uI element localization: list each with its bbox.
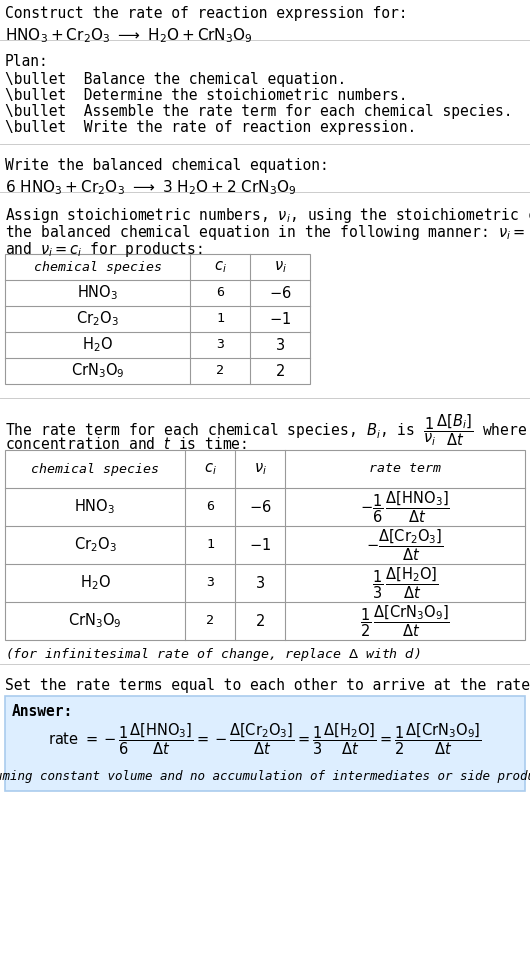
Text: $\nu_i$: $\nu_i$ [253,462,267,477]
Text: Set the rate terms equal to each other to arrive at the rate expression:: Set the rate terms equal to each other t… [5,678,530,693]
Text: 6: 6 [206,501,214,514]
Text: (for infinitesimal rate of change, replace $\Delta$ with $d$): (for infinitesimal rate of change, repla… [5,646,421,663]
Text: $-\dfrac{\Delta[\mathrm{Cr_2O_3}]}{\Delta t}$: $-\dfrac{\Delta[\mathrm{Cr_2O_3}]}{\Delt… [366,527,444,563]
Text: \bullet  Balance the chemical equation.: \bullet Balance the chemical equation. [5,72,346,87]
Text: \bullet  Determine the stoichiometric numbers.: \bullet Determine the stoichiometric num… [5,88,408,103]
Text: $c_i$: $c_i$ [204,462,216,477]
Text: $\mathrm{HNO_3}$: $\mathrm{HNO_3}$ [77,283,118,303]
Text: Write the balanced chemical equation:: Write the balanced chemical equation: [5,158,329,173]
Text: $c_i$: $c_i$ [214,259,226,274]
Text: $\dfrac{1}{3}\,\dfrac{\Delta[\mathrm{H_2O}]}{\Delta t}$: $\dfrac{1}{3}\,\dfrac{\Delta[\mathrm{H_2… [372,565,438,601]
Text: Plan:: Plan: [5,54,49,69]
Text: $\dfrac{1}{2}\,\dfrac{\Delta[\mathrm{CrN_3O_9}]}{\Delta t}$: $\dfrac{1}{2}\,\dfrac{\Delta[\mathrm{CrN… [360,604,450,639]
Text: $-6$: $-6$ [249,499,271,515]
Text: 2: 2 [206,614,214,627]
Text: $\mathrm{Cr_2O_3}$: $\mathrm{Cr_2O_3}$ [76,310,119,328]
Text: chemical species: chemical species [33,261,162,273]
Text: (assuming constant volume and no accumulation of intermediates or side products): (assuming constant volume and no accumul… [0,770,530,783]
Text: $\mathrm{CrN_3O_9}$: $\mathrm{CrN_3O_9}$ [70,362,125,380]
Text: \bullet  Assemble the rate term for each chemical species.: \bullet Assemble the rate term for each … [5,104,513,119]
Text: $3$: $3$ [255,575,265,591]
Text: 2: 2 [216,365,224,377]
Text: 1: 1 [206,538,214,552]
Text: 3: 3 [216,338,224,352]
Text: chemical species: chemical species [31,463,159,475]
Text: $\mathrm{HNO_3}$: $\mathrm{HNO_3}$ [74,498,116,516]
Text: 6: 6 [216,286,224,300]
Text: $-1$: $-1$ [249,537,271,553]
Text: and $\nu_i = c_i$ for products:: and $\nu_i = c_i$ for products: [5,240,202,259]
Bar [5,450,525,640]
Bar [5,696,525,791]
Text: $\mathrm{Cr_2O_3}$: $\mathrm{Cr_2O_3}$ [74,536,116,555]
Text: $\mathrm{CrN_3O_9}$: $\mathrm{CrN_3O_9}$ [68,612,122,630]
Text: $2$: $2$ [275,363,285,379]
Text: rate $= -\dfrac{1}{6}\dfrac{\Delta[\mathrm{HNO_3}]}{\Delta t} = -\dfrac{\Delta[\: rate $= -\dfrac{1}{6}\dfrac{\Delta[\math… [48,721,482,757]
Text: $\mathrm{H_2O}$: $\mathrm{H_2O}$ [80,573,110,592]
Text: $\nu_i$: $\nu_i$ [273,259,287,274]
Text: 3: 3 [206,576,214,590]
Text: $-\dfrac{1}{6}\,\dfrac{\Delta[\mathrm{HNO_3}]}{\Delta t}$: $-\dfrac{1}{6}\,\dfrac{\Delta[\mathrm{HN… [360,489,450,524]
Text: The rate term for each chemical species, $B_i$, is $\dfrac{1}{\nu_i}\dfrac{\Delt: The rate term for each chemical species,… [5,412,530,448]
Text: Answer:: Answer: [12,704,73,719]
Text: Assign stoichiometric numbers, $\nu_i$, using the stoichiometric coefficients, $: Assign stoichiometric numbers, $\nu_i$, … [5,206,530,225]
Text: concentration and $t$ is time:: concentration and $t$ is time: [5,436,247,452]
Text: $2$: $2$ [255,613,265,629]
Text: 1: 1 [216,313,224,325]
Text: \bullet  Write the rate of reaction expression.: \bullet Write the rate of reaction expre… [5,120,416,135]
Text: $-1$: $-1$ [269,311,291,327]
Text: the balanced chemical equation in the following manner: $\nu_i = -c_i$ for react: the balanced chemical equation in the fo… [5,223,530,242]
Bar [5,254,310,384]
Text: $\mathrm{HNO_3 + Cr_2O_3 \ \longrightarrow \ H_2O + CrN_3O_9}$: $\mathrm{HNO_3 + Cr_2O_3 \ \longrightarr… [5,26,253,45]
Text: $\mathrm{6\ HNO_3 + Cr_2O_3 \ \longrightarrow \ 3\ H_2O + 2\ CrN_3O_9}$: $\mathrm{6\ HNO_3 + Cr_2O_3 \ \longright… [5,178,297,197]
Text: $\mathrm{H_2O}$: $\mathrm{H_2O}$ [82,335,113,355]
Text: Construct the rate of reaction expression for:: Construct the rate of reaction expressio… [5,6,408,21]
Text: rate term: rate term [369,463,441,475]
Text: $3$: $3$ [275,337,285,353]
Text: $-6$: $-6$ [269,285,292,301]
